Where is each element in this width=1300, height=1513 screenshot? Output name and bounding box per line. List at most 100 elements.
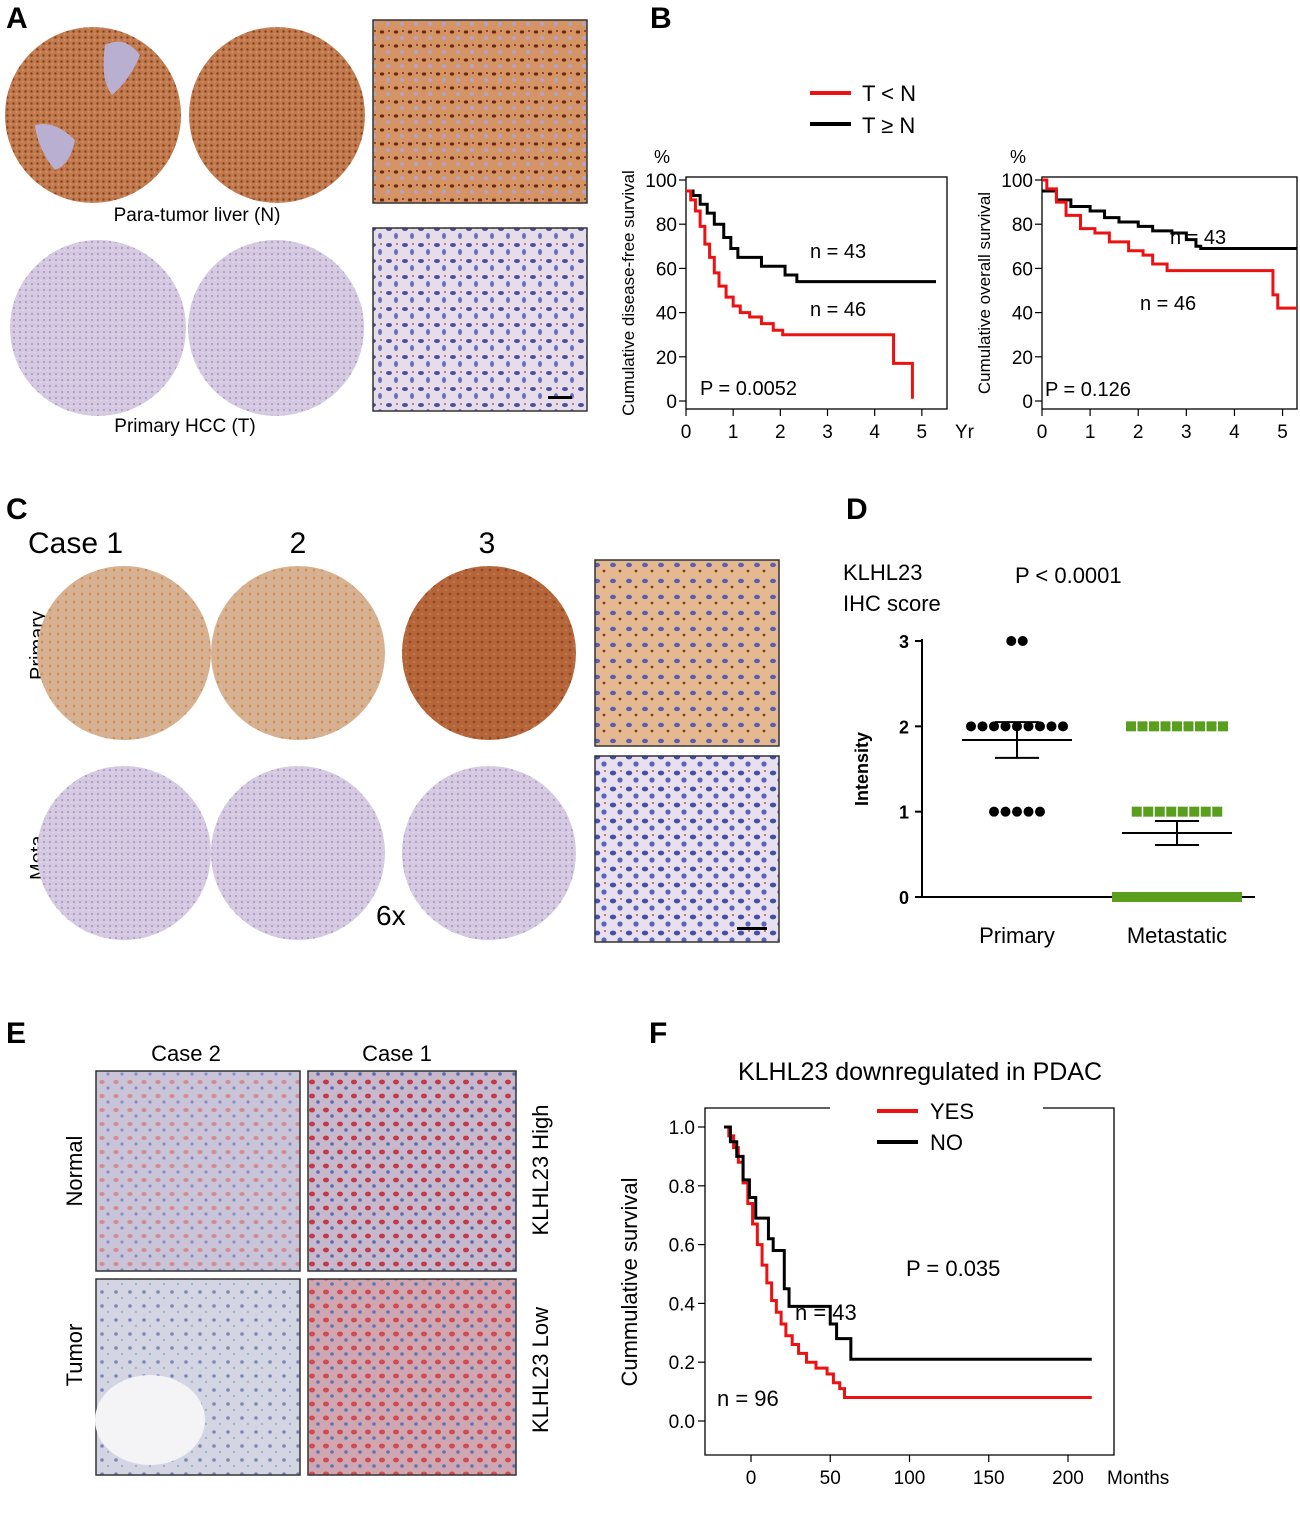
y-tick-label: 40 bbox=[656, 304, 677, 325]
data-point-metastatic bbox=[1212, 806, 1223, 817]
chart-title-line: KLHL23 bbox=[843, 560, 923, 585]
p-value-label: P = 0.0052 bbox=[700, 378, 797, 400]
vessel-region bbox=[35, 124, 75, 170]
panel-letter-a: A bbox=[6, 2, 28, 35]
micrograph-tumor-zoom bbox=[372, 227, 588, 412]
p-value-label: P < 0.0001 bbox=[1015, 563, 1122, 588]
case-label-1: Case 1 bbox=[28, 527, 123, 560]
data-point-metastatic bbox=[1131, 806, 1142, 817]
n-annotation: n = 43 bbox=[795, 1300, 857, 1325]
data-point-metastatic bbox=[1137, 721, 1148, 732]
scale-bar bbox=[737, 927, 767, 930]
x-tick-label: 0 bbox=[746, 1468, 757, 1489]
data-point-primary bbox=[1035, 721, 1045, 732]
label-para-tumor: Para-tumor liver (N) bbox=[114, 205, 281, 226]
p-value-label: P = 0.126 bbox=[1045, 379, 1131, 401]
y-tick-label: 2 bbox=[899, 717, 909, 737]
data-point-primary bbox=[966, 721, 976, 732]
case-label-2: 2 bbox=[290, 527, 307, 560]
survival-curve bbox=[686, 189, 936, 284]
y-tick-label: 0.8 bbox=[669, 1177, 695, 1198]
y-unit-label: % bbox=[1010, 147, 1026, 167]
vessel-region bbox=[103, 41, 140, 95]
data-point-metastatic bbox=[1160, 721, 1171, 732]
tissue-core-tumor-2 bbox=[188, 240, 364, 416]
chart-disease-free-survival: 0 20 40 60 80 100 0 1 2 3 4 5 Yr% Cumulative disease-… bbox=[619, 147, 975, 443]
data-point-metastatic bbox=[1172, 721, 1182, 732]
y-tick-label: 100 bbox=[645, 171, 677, 192]
data-point-metastatic bbox=[1166, 806, 1177, 817]
data-point-metastatic bbox=[1177, 806, 1188, 817]
scale-bar bbox=[548, 396, 572, 399]
legend-label: NO bbox=[930, 1130, 963, 1155]
data-point-primary bbox=[1058, 721, 1068, 732]
n-annotation: n = 96 bbox=[717, 1386, 779, 1411]
p-value-label: P = 0.035 bbox=[906, 1256, 1000, 1281]
survival-curve bbox=[1042, 189, 1297, 251]
row-label-tumor: Tumor bbox=[62, 1324, 87, 1387]
x-tick-label: 4 bbox=[869, 422, 880, 443]
x-tick-label: 4 bbox=[1229, 422, 1240, 443]
data-point-primary bbox=[1006, 636, 1017, 646]
tissue-core-normal-2 bbox=[189, 27, 365, 203]
x-tick-label: 3 bbox=[822, 422, 833, 443]
data-point-metastatic bbox=[1195, 721, 1205, 732]
data-point-primary bbox=[1000, 721, 1011, 732]
tissue-core-primary-1 bbox=[37, 566, 211, 740]
y-tick-label: 1 bbox=[899, 803, 909, 823]
data-point-metastatic bbox=[1218, 721, 1228, 732]
y-tick-label: 40 bbox=[1012, 304, 1033, 325]
micrograph-meta-zoom bbox=[594, 755, 780, 943]
panel-letter-b: B bbox=[650, 2, 672, 35]
panel-e: E Case 2 Case 1 Normal Tumor KLHL23 High… bbox=[6, 1017, 553, 1476]
data-point-primary bbox=[977, 721, 988, 732]
case-label-3: 3 bbox=[479, 527, 496, 560]
data-point-primary bbox=[989, 721, 999, 732]
x-tick-label: 5 bbox=[1277, 422, 1288, 443]
tissue-core-tumor-1 bbox=[10, 240, 186, 416]
data-point-primary bbox=[1023, 806, 1034, 817]
y-tick-label: 100 bbox=[1001, 171, 1033, 192]
y-tick-label: 80 bbox=[656, 215, 677, 236]
x-category-label: Metastatic bbox=[1127, 923, 1227, 948]
y-tick-label: 0.6 bbox=[669, 1236, 695, 1257]
x-tick-label: 1 bbox=[728, 422, 739, 443]
legend-label: T < N bbox=[862, 81, 916, 106]
data-point-primary bbox=[1046, 721, 1057, 732]
y-axis-label: Cumulative disease-free survival bbox=[619, 170, 638, 416]
tissue-core-meta-3 bbox=[402, 766, 576, 940]
panel-c: C Case 1 2 3 Primary Meta 6x bbox=[6, 493, 780, 943]
chart-title: KLHL23 downregulated in PDAC bbox=[738, 1058, 1102, 1086]
data-point-primary bbox=[1035, 806, 1045, 817]
x-tick-label: 200 bbox=[1052, 1468, 1084, 1489]
plot-frame bbox=[1041, 176, 1298, 410]
chart-title-line: IHC score bbox=[843, 591, 941, 616]
x-tick-label: 50 bbox=[820, 1468, 841, 1489]
y-tick-label: 0 bbox=[899, 888, 909, 908]
x-tick-label: 0 bbox=[1037, 422, 1048, 443]
micrograph-tumor-case1 bbox=[307, 1278, 517, 1476]
panel-d: D KLHL23 IHC score P < 0.0001 0 1 2 3 Intensity… bbox=[843, 493, 1255, 948]
micrograph-primary-zoom bbox=[594, 559, 780, 747]
x-tick-label: 3 bbox=[1181, 422, 1192, 443]
n-annotation: n = 46 bbox=[810, 299, 866, 321]
y-tick-label: 60 bbox=[656, 259, 677, 280]
survival-curve bbox=[686, 189, 914, 399]
data-point-primary bbox=[1017, 636, 1028, 646]
micrograph-normal-case1 bbox=[307, 1070, 517, 1272]
data-point-metastatic bbox=[1154, 806, 1165, 817]
survival-curve bbox=[1042, 178, 1297, 310]
n-annotation: n = 43 bbox=[1170, 227, 1226, 249]
side-label-low: KLHL23 Low bbox=[528, 1307, 553, 1433]
chart-pdac-survival: KLHL23 downregulated in PDAC YES NO 0.0 0.2 0… bbox=[617, 1058, 1169, 1489]
data-point-primary bbox=[1012, 806, 1022, 817]
tissue-core-normal-1 bbox=[5, 27, 181, 203]
panel-letter-e: E bbox=[6, 1017, 26, 1050]
n-annotation: n = 43 bbox=[810, 241, 866, 263]
row-label-normal: Normal bbox=[62, 1136, 87, 1207]
data-point-metastatic bbox=[1126, 721, 1136, 732]
y-tick-label: 0 bbox=[666, 392, 677, 413]
